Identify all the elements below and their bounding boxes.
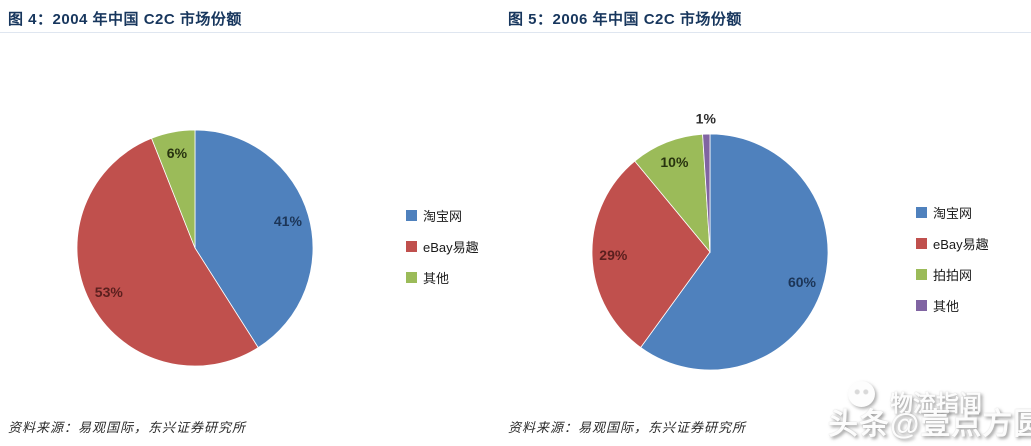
legend-item-0: 淘宝网 <box>406 206 479 225</box>
legend-label: 其他 <box>423 271 450 286</box>
watermark-brand: 物流指闻 <box>890 390 982 416</box>
pie-value-label-1: 53% <box>95 284 124 300</box>
pie-slice-2 <box>151 129 196 249</box>
legend-label: 淘宝网 <box>423 209 463 224</box>
legend-2004: 淘宝网 eBay易趣 其他 <box>406 206 479 287</box>
pie-value-label-1: 29% <box>599 247 628 263</box>
legend-item-0: 淘宝网 <box>916 203 989 222</box>
legend-label: 拍拍网 <box>933 268 973 283</box>
legend-item-2: 拍拍网 <box>916 265 989 284</box>
pie-value-label-2: 10% <box>660 154 689 170</box>
pie-slice-1 <box>591 160 711 349</box>
legend-swatch-icon <box>916 300 927 311</box>
pie-slice-1 <box>76 137 259 367</box>
pie-chart-2006: 60% 29% 10% 1% <box>591 111 829 371</box>
pie-slice-0 <box>194 129 314 349</box>
pie-value-label-2: 6% <box>167 145 188 161</box>
legend-2006: 淘宝网 eBay易趣 拍拍网其他 <box>916 203 989 315</box>
legend-label: eBay易趣 <box>933 237 989 252</box>
legend-item-3: 其他 <box>916 296 989 315</box>
chart-title-2006: 图 5：2006 年中国 C2C 市场份额 <box>508 11 742 28</box>
legend-swatch-icon <box>406 272 417 283</box>
legend-swatch-icon <box>916 269 927 280</box>
pie-value-label-3: 1% <box>696 111 717 127</box>
legend-label: 淘宝网 <box>933 206 973 221</box>
pie-value-label-0: 41% <box>274 213 303 229</box>
legend-label: eBay易趣 <box>423 240 479 255</box>
pie-slice-3 <box>702 133 711 253</box>
legend-swatch-icon <box>916 207 927 218</box>
legend-swatch-icon <box>916 238 927 249</box>
header-divider <box>0 32 1031 33</box>
watermark-panda-logo-icon <box>848 381 875 407</box>
pie-chart-2004: 41% 53% 6% <box>76 129 314 367</box>
pie-value-label-0: 60% <box>788 274 817 290</box>
legend-swatch-icon <box>406 210 417 221</box>
chart-title-2004: 图 4：2004 年中国 C2C 市场份额 <box>8 11 242 28</box>
legend-item-1: eBay易趣 <box>406 237 479 256</box>
watermark-byline: 头条@壹点方圆 <box>828 408 1031 441</box>
legend-item-2: 其他 <box>406 268 479 287</box>
pie-slice-0 <box>640 133 829 371</box>
legend-label: 其他 <box>933 299 960 314</box>
source-note-right: 资料来源：易观国际，东兴证券研究所 <box>508 420 747 435</box>
legend-swatch-icon <box>406 241 417 252</box>
legend-item-1: eBay易趣 <box>916 234 989 253</box>
source-note-left: 资料来源：易观国际，东兴证券研究所 <box>8 420 247 435</box>
pie-slice-2 <box>634 133 711 254</box>
